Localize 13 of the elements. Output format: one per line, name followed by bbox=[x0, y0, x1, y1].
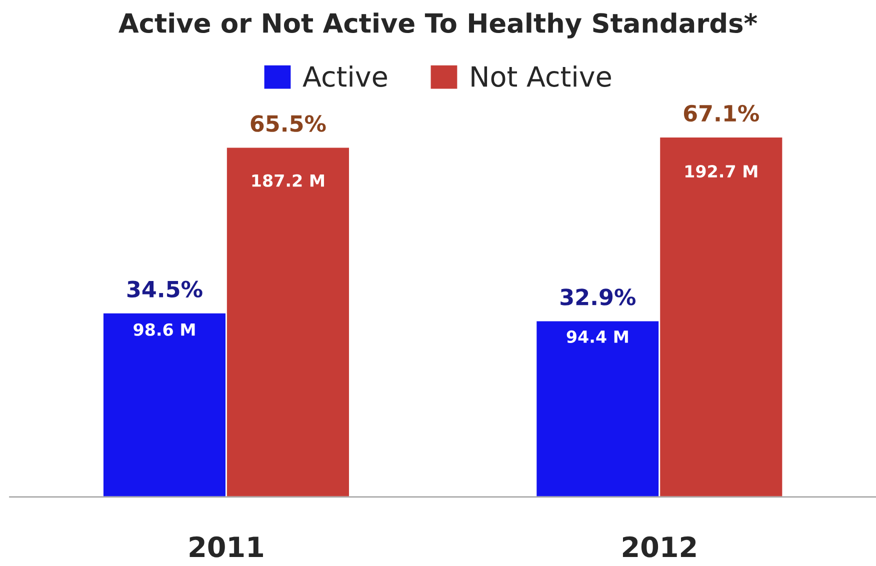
legend-label: Active bbox=[302, 65, 387, 87]
chart-title: Active or Not Active To Healthy Standards* bbox=[118, 12, 758, 38]
annotation: 32.9% bbox=[560, 288, 636, 306]
data-label: 98.6 M bbox=[134, 323, 195, 336]
annotation: 34.5% bbox=[127, 280, 202, 298]
data-label: 192.7 M bbox=[685, 165, 758, 178]
annotation: 67.1% bbox=[684, 104, 759, 122]
data-label: 187.2 M bbox=[252, 174, 324, 187]
annotation: 65.5% bbox=[250, 115, 326, 132]
legend-label: Not Active bbox=[472, 65, 611, 87]
x-tick-label: 2012 bbox=[622, 536, 696, 558]
x-tick-label: 2011 bbox=[190, 536, 263, 558]
data-label: 94.4 M bbox=[566, 330, 628, 343]
